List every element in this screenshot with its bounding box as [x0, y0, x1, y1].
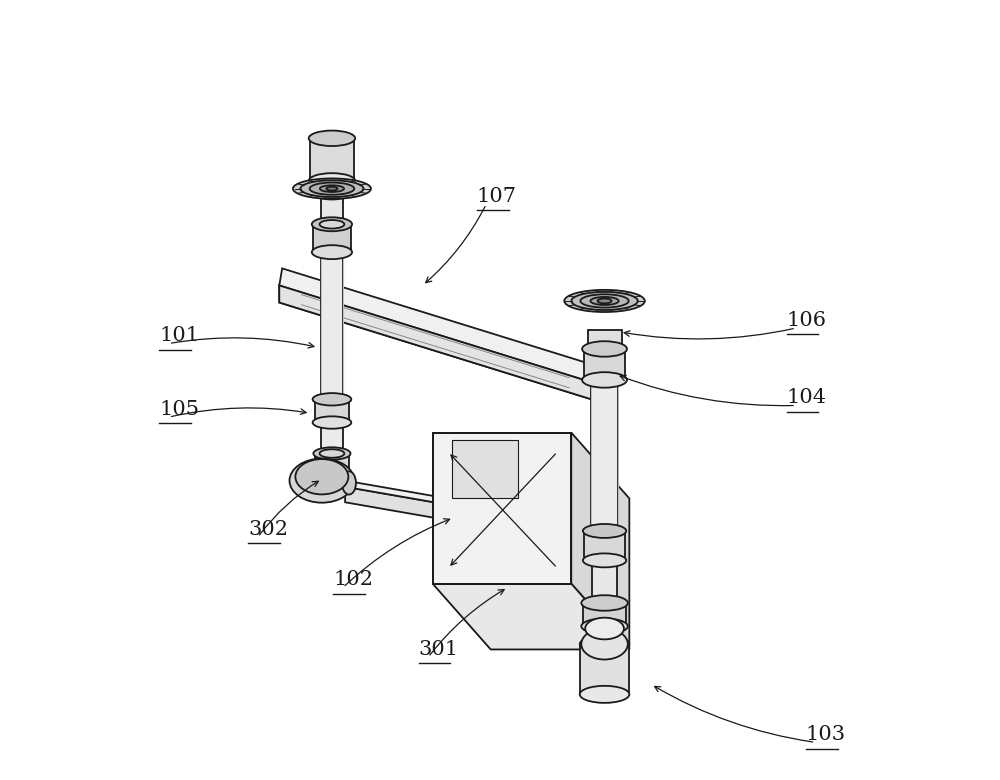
- Bar: [321, 252, 343, 399]
- Ellipse shape: [312, 245, 352, 259]
- Ellipse shape: [580, 636, 629, 653]
- Polygon shape: [345, 487, 434, 518]
- Text: 107: 107: [477, 187, 517, 206]
- Ellipse shape: [295, 459, 348, 495]
- Ellipse shape: [580, 686, 629, 703]
- Ellipse shape: [326, 186, 338, 190]
- Ellipse shape: [313, 417, 351, 429]
- Ellipse shape: [320, 189, 344, 197]
- Ellipse shape: [313, 393, 351, 406]
- Ellipse shape: [591, 526, 618, 536]
- Polygon shape: [279, 268, 594, 382]
- Bar: [321, 423, 343, 453]
- Text: 302: 302: [248, 520, 288, 539]
- Ellipse shape: [313, 469, 351, 481]
- Ellipse shape: [320, 449, 344, 458]
- Ellipse shape: [585, 618, 624, 640]
- Bar: [584, 531, 625, 560]
- Ellipse shape: [320, 186, 344, 192]
- Polygon shape: [433, 583, 629, 650]
- Bar: [588, 330, 622, 349]
- Ellipse shape: [571, 292, 638, 310]
- Ellipse shape: [581, 629, 628, 660]
- Ellipse shape: [320, 418, 344, 427]
- Ellipse shape: [300, 180, 364, 197]
- Ellipse shape: [320, 220, 344, 229]
- Polygon shape: [345, 480, 434, 502]
- Ellipse shape: [564, 290, 645, 312]
- Bar: [315, 453, 349, 475]
- Polygon shape: [452, 441, 518, 498]
- Text: 103: 103: [806, 725, 846, 744]
- Ellipse shape: [585, 342, 624, 356]
- Ellipse shape: [290, 459, 354, 502]
- Bar: [315, 399, 349, 423]
- Bar: [592, 560, 617, 603]
- Text: 104: 104: [787, 388, 827, 407]
- Bar: [584, 349, 625, 380]
- Ellipse shape: [583, 553, 626, 567]
- Bar: [580, 644, 629, 694]
- Bar: [313, 225, 351, 252]
- Bar: [310, 138, 354, 181]
- Polygon shape: [279, 285, 591, 399]
- Text: 105: 105: [159, 400, 199, 419]
- Ellipse shape: [590, 297, 619, 305]
- Ellipse shape: [581, 595, 628, 611]
- Polygon shape: [433, 433, 571, 583]
- Bar: [583, 603, 626, 626]
- Text: 301: 301: [419, 640, 459, 659]
- Ellipse shape: [591, 598, 618, 608]
- Ellipse shape: [581, 619, 628, 634]
- Ellipse shape: [313, 447, 351, 459]
- Ellipse shape: [314, 187, 350, 200]
- Ellipse shape: [293, 179, 371, 199]
- Ellipse shape: [598, 299, 612, 303]
- Bar: [316, 176, 347, 193]
- Ellipse shape: [312, 218, 352, 231]
- Text: 106: 106: [787, 310, 827, 330]
- Bar: [591, 380, 618, 531]
- Ellipse shape: [591, 555, 618, 566]
- Bar: [321, 193, 343, 225]
- Ellipse shape: [582, 341, 627, 356]
- Polygon shape: [571, 433, 629, 650]
- Ellipse shape: [582, 372, 627, 388]
- Ellipse shape: [583, 524, 626, 538]
- Polygon shape: [279, 285, 591, 399]
- Text: 102: 102: [333, 570, 373, 589]
- Ellipse shape: [342, 471, 356, 495]
- Bar: [318, 469, 349, 492]
- Ellipse shape: [309, 173, 355, 189]
- Ellipse shape: [309, 130, 355, 146]
- Ellipse shape: [310, 183, 354, 195]
- Text: 101: 101: [159, 326, 199, 346]
- Ellipse shape: [580, 294, 629, 307]
